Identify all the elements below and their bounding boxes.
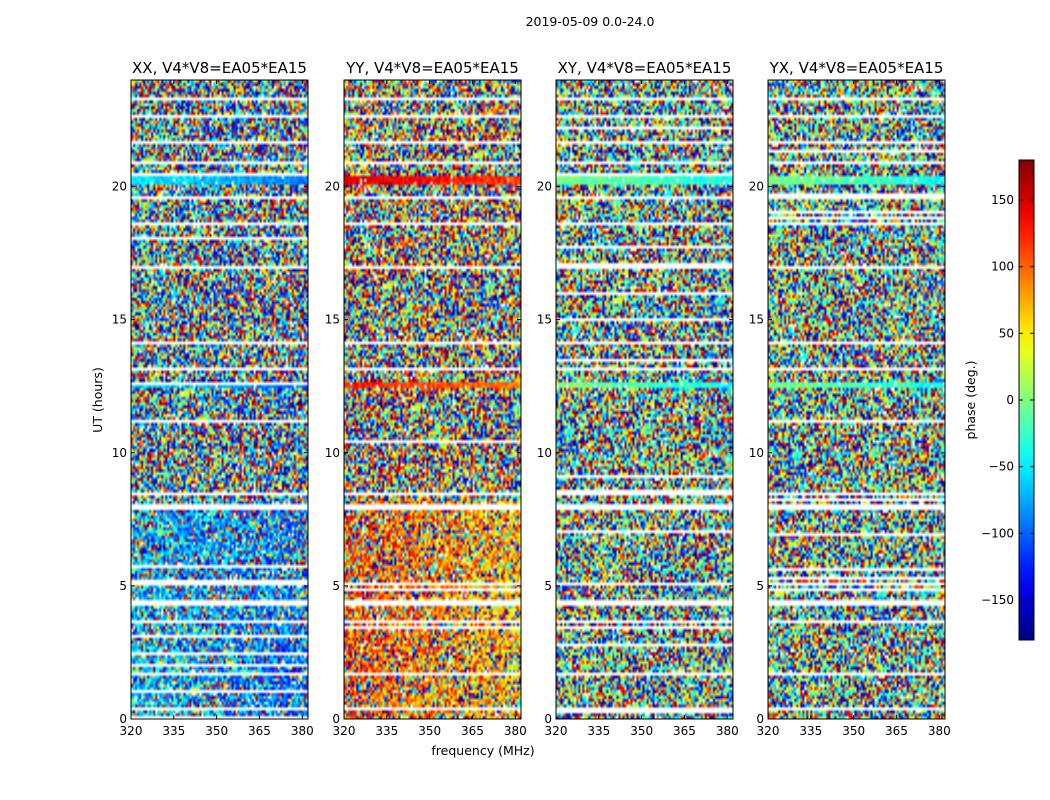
- panel-title: YY, V4*V8=EA05*EA15: [345, 59, 519, 77]
- y-tick-label: 15: [749, 313, 764, 327]
- y-tick-label: 20: [325, 180, 340, 194]
- panel-frame: [343, 79, 522, 720]
- panels: XX, V4*V8=EA05*EA15 320 335 350 365 380 0 5 10 15…: [112, 59, 951, 738]
- y-tick-label: 0: [332, 712, 340, 726]
- panel: XY, V4*V8=EA05*EA15 320 335 350 365 380 0 5 10 15…: [537, 59, 739, 738]
- x-tick-label: 320: [545, 724, 568, 738]
- colorbar: 150 100 50 0 −50 −100 −150: [981, 159, 1035, 641]
- x-tick-label: 380: [928, 724, 951, 738]
- y-tick-label: 5: [332, 579, 340, 593]
- y-tick-label: 10: [325, 446, 340, 460]
- x-tick-label: 365: [673, 724, 696, 738]
- y-tick-label: 0: [119, 712, 127, 726]
- y-tick-label: 10: [537, 446, 552, 460]
- colorbar-tick-label: 0: [1006, 393, 1014, 407]
- y-tick-label: 20: [112, 180, 127, 194]
- colorbar-tick-label: −100: [981, 526, 1014, 540]
- y-axis-label: UT (hours): [90, 367, 105, 433]
- x-tick-label: 365: [885, 724, 908, 738]
- y-tick-label: 20: [749, 180, 764, 194]
- x-tick-label: 350: [418, 724, 441, 738]
- colorbar-tick-label: −150: [981, 593, 1014, 607]
- colorbar-tick-label: −50: [989, 460, 1014, 474]
- y-tick-label: 5: [544, 579, 552, 593]
- panel-frame: [130, 79, 309, 720]
- y-tick-label: 5: [756, 579, 764, 593]
- x-tick-label: 335: [799, 724, 822, 738]
- colorbar-tick-label: 50: [999, 326, 1014, 340]
- panel-title: XX, V4*V8=EA05*EA15: [132, 59, 307, 77]
- x-tick-label: 335: [162, 724, 185, 738]
- colorbar-label: phase (deg.): [963, 361, 978, 440]
- x-tick-label: 350: [205, 724, 228, 738]
- panel-frame: [767, 79, 946, 720]
- y-tick-label: 15: [325, 313, 340, 327]
- phase-heatmap: [556, 80, 733, 719]
- x-tick-label: 335: [587, 724, 610, 738]
- x-tick-label: 365: [248, 724, 271, 738]
- x-tick-label: 335: [375, 724, 398, 738]
- y-tick-label: 20: [537, 180, 552, 194]
- x-tick-label: 365: [461, 724, 484, 738]
- panel-title: YX, V4*V8=EA05*EA15: [769, 59, 944, 77]
- x-tick-label: 380: [291, 724, 314, 738]
- y-tick-label: 5: [119, 579, 127, 593]
- x-tick-label: 380: [716, 724, 739, 738]
- y-tick-label: 0: [756, 712, 764, 726]
- x-tick-label: 350: [842, 724, 865, 738]
- panel-title: XY, V4*V8=EA05*EA15: [558, 59, 732, 77]
- y-tick-label: 0: [544, 712, 552, 726]
- x-axis-label: frequency (MHz): [431, 743, 534, 758]
- x-tick-label: 350: [630, 724, 653, 738]
- x-tick-label: 320: [120, 724, 143, 738]
- colorbar-tick-label: 150: [991, 193, 1014, 207]
- x-tick-label: 320: [333, 724, 356, 738]
- panel: YY, V4*V8=EA05*EA15 320 335 350 365 380 0 5 10 15…: [325, 59, 527, 738]
- y-tick-label: 15: [537, 313, 552, 327]
- x-tick-label: 380: [504, 724, 527, 738]
- x-tick-label: 320: [757, 724, 780, 738]
- panel: YX, V4*V8=EA05*EA15 320 335 350 365 380 0 5 10 15…: [749, 59, 951, 738]
- panel: XX, V4*V8=EA05*EA15 320 335 350 365 380 0 5 10 15…: [112, 59, 314, 738]
- phase-heatmap: [131, 80, 308, 719]
- figure-suptitle: 2019-05-09 0.0-24.0: [526, 14, 655, 29]
- phase-heatmap: [768, 80, 945, 719]
- colorbar-tick-label: 100: [991, 260, 1014, 274]
- panel-frame: [555, 79, 734, 720]
- y-tick-label: 15: [112, 313, 127, 327]
- y-tick-label: 10: [112, 446, 127, 460]
- phase-heatmap: [344, 80, 521, 719]
- y-tick-label: 10: [749, 446, 764, 460]
